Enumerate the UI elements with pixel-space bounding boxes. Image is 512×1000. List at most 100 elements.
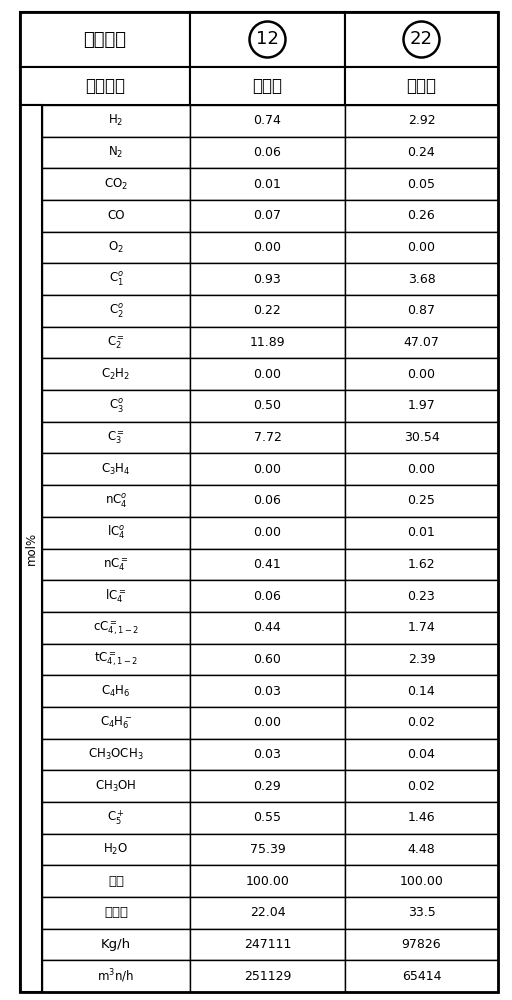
Text: CH$_3$OH: CH$_3$OH [95, 779, 137, 794]
Bar [345, 739, 498, 770]
Text: cC$_{4,1-2}^=$: cC$_{4,1-2}^=$ [93, 619, 139, 637]
Text: 12: 12 [256, 30, 279, 48]
Text: N$_2$: N$_2$ [109, 145, 124, 160]
Bar [345, 865, 498, 897]
Text: 0.55: 0.55 [253, 811, 282, 824]
Bar [42, 675, 190, 707]
Bar [42, 802, 190, 834]
Text: H$_2$: H$_2$ [109, 113, 124, 128]
Bar [190, 422, 345, 453]
Bar [190, 67, 345, 105]
Bar [42, 137, 190, 168]
Text: CH$_3$OCH$_3$: CH$_3$OCH$_3$ [88, 747, 144, 762]
Bar [345, 675, 498, 707]
Bar [42, 739, 190, 770]
Text: C$_3^=$: C$_3^=$ [107, 429, 125, 446]
Bar [345, 834, 498, 865]
Text: 0.23: 0.23 [408, 590, 435, 603]
Bar [345, 644, 498, 675]
Bar [190, 12, 345, 67]
Bar [20, 67, 190, 105]
Text: 0.06: 0.06 [253, 494, 282, 507]
Bar [42, 644, 190, 675]
Bar [345, 358, 498, 390]
Bar [42, 485, 190, 517]
Bar [190, 232, 345, 263]
Bar [345, 453, 498, 485]
Text: 247111: 247111 [244, 938, 291, 951]
Bar [42, 232, 190, 263]
Text: 251129: 251129 [244, 970, 291, 983]
Bar [345, 580, 498, 612]
Bar [190, 707, 345, 739]
Bar [345, 390, 498, 422]
Bar [42, 929, 190, 960]
Bar [190, 644, 345, 675]
Bar [190, 802, 345, 834]
Text: 33.5: 33.5 [408, 906, 435, 919]
Bar [42, 200, 190, 232]
Bar [42, 960, 190, 992]
Bar [190, 263, 345, 295]
Text: 0.50: 0.50 [253, 399, 282, 412]
Bar [345, 960, 498, 992]
Bar [42, 770, 190, 802]
Text: 7.72: 7.72 [253, 431, 282, 444]
Bar [345, 12, 498, 67]
Bar [345, 422, 498, 453]
Text: 75.39: 75.39 [250, 843, 285, 856]
Text: 0.02: 0.02 [408, 716, 435, 729]
Text: H$_2$O: H$_2$O [103, 842, 129, 857]
Text: nC$_4^o$: nC$_4^o$ [105, 492, 127, 510]
Text: 0.87: 0.87 [408, 304, 436, 317]
Bar [345, 232, 498, 263]
Text: C$_2$H$_2$: C$_2$H$_2$ [101, 367, 131, 382]
Bar [42, 707, 190, 739]
Bar [20, 105, 42, 992]
Text: C$_5^+$: C$_5^+$ [107, 808, 125, 827]
Text: C$_3$H$_4$: C$_3$H$_4$ [101, 462, 131, 477]
Bar [190, 834, 345, 865]
Bar [42, 105, 190, 137]
Bar [345, 200, 498, 232]
Text: 0.74: 0.74 [253, 114, 282, 127]
Text: 0.60: 0.60 [253, 653, 282, 666]
Text: 0.06: 0.06 [253, 590, 282, 603]
Text: 100.00: 100.00 [399, 875, 443, 888]
Text: 0.26: 0.26 [408, 209, 435, 222]
Text: C$_4$H$_6$: C$_4$H$_6$ [101, 684, 131, 699]
Bar [42, 327, 190, 358]
Text: C$_2^=$: C$_2^=$ [107, 334, 125, 351]
Text: C$_4$H$_6^-$: C$_4$H$_6^-$ [100, 714, 132, 731]
Bar [190, 580, 345, 612]
Text: nC$_4^=$: nC$_4^=$ [103, 556, 129, 573]
Bar [42, 453, 190, 485]
Bar [190, 897, 345, 929]
Text: 0.01: 0.01 [253, 178, 282, 191]
Text: 0.00: 0.00 [408, 463, 436, 476]
Bar [42, 358, 190, 390]
Text: 1.97: 1.97 [408, 399, 435, 412]
Text: 3.68: 3.68 [408, 273, 435, 286]
Bar [190, 675, 345, 707]
Text: m$^3$n/h: m$^3$n/h [97, 967, 135, 985]
Text: 反应气: 反应气 [252, 77, 283, 95]
Text: 合计: 合计 [108, 875, 124, 888]
Bar [190, 929, 345, 960]
Text: 22: 22 [410, 30, 433, 48]
Text: 0.93: 0.93 [253, 273, 282, 286]
Text: 0.00: 0.00 [253, 463, 282, 476]
Text: lC$_4^=$: lC$_4^=$ [105, 587, 126, 605]
Text: 物流编号: 物流编号 [83, 30, 126, 48]
Text: Kg/h: Kg/h [101, 938, 131, 951]
Bar [345, 67, 498, 105]
Bar [190, 453, 345, 485]
Bar [42, 390, 190, 422]
Text: 1.62: 1.62 [408, 558, 435, 571]
Bar [345, 105, 498, 137]
Bar [42, 422, 190, 453]
Bar [190, 739, 345, 770]
Text: 0.25: 0.25 [408, 494, 435, 507]
Text: mol%: mol% [25, 532, 37, 565]
Bar [190, 168, 345, 200]
